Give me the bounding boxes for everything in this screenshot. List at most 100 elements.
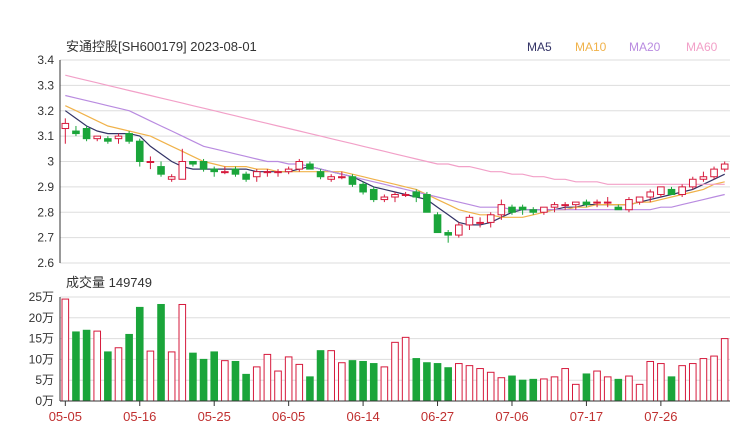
candle-body (571, 201, 580, 206)
candle-body (401, 193, 410, 196)
volume-tick-label: 20万 (29, 311, 54, 325)
volume-bar (114, 347, 123, 402)
candle-body (306, 163, 314, 170)
volume-bar (688, 363, 697, 402)
price-panel: 3.4 3.3 3.2 3.1 3 2.9 2.8 2.7 2.6 (37, 53, 730, 270)
candle-body (561, 204, 569, 207)
candle-body (82, 128, 91, 140)
candle-body (433, 214, 442, 234)
volume-bar (263, 353, 272, 402)
volume-tick-label: 0万 (35, 394, 54, 408)
candle-body (338, 176, 346, 179)
volume-bar (61, 298, 70, 402)
volume-bar (306, 376, 314, 402)
candle-body (529, 209, 538, 213)
candle-body (114, 135, 123, 140)
candle-body (710, 168, 718, 178)
candle-body (189, 161, 197, 165)
candle-body (593, 201, 601, 204)
x-tick-label: 05-25 (198, 409, 231, 424)
volume-panel: 25万 20万 15万 10万 5万 0万 (29, 290, 730, 408)
volume-bar (667, 376, 676, 402)
volume-bar (178, 303, 187, 402)
volume-bar (614, 378, 623, 402)
volume-bar (93, 330, 102, 402)
candle-body (667, 188, 676, 195)
volume-bar (327, 350, 335, 402)
candle-body (699, 176, 708, 180)
x-tick-label: 06-14 (346, 409, 379, 424)
volume-bar (455, 363, 463, 402)
candle-body (486, 214, 495, 223)
price-tick-label: 2.6 (37, 256, 54, 270)
candle-body (646, 191, 655, 198)
volume-bar (295, 363, 304, 402)
volume-tick-label: 5万 (35, 373, 54, 387)
volume-bar (540, 378, 548, 402)
price-tick-label: 3.1 (37, 129, 54, 143)
candle-body (93, 135, 102, 140)
candle-body (252, 171, 261, 178)
candle-body (678, 186, 686, 195)
volume-bar (433, 363, 442, 402)
series-line-ma10 (65, 105, 725, 218)
x-tick-label: 07-17 (570, 409, 603, 424)
candle-body (135, 140, 144, 162)
volume-bar (412, 358, 421, 402)
candle-body (582, 201, 591, 206)
candle-body (274, 171, 282, 174)
volume-tick-label: 25万 (29, 290, 54, 304)
candle-body (391, 193, 399, 198)
candle-body (550, 204, 559, 208)
x-axis: 05-05 05-16 05-25 06-05 06-14 06-27 07-06 07-17… (49, 400, 730, 424)
candle-body (72, 130, 80, 135)
price-tick-label: 3.2 (37, 104, 54, 118)
volume-bar (635, 383, 644, 402)
volume-bar (497, 377, 506, 402)
volume-bar (284, 356, 293, 402)
candle-body (316, 171, 325, 178)
volume-bar (316, 350, 325, 402)
price-tick-label: 2.9 (37, 180, 54, 194)
volume-bar (210, 351, 219, 402)
volume-bar (423, 362, 431, 402)
volume-bar (157, 303, 165, 402)
volume-bar (582, 373, 591, 402)
candle-body (167, 176, 176, 180)
candle-body (423, 193, 431, 213)
candle-body (348, 176, 357, 185)
candle-body (178, 161, 187, 180)
x-tick-label: 07-06 (495, 409, 528, 424)
legend-item-ma20: MA20 (629, 40, 661, 54)
price-tick-label: 2.8 (37, 205, 54, 219)
volume-bar (593, 370, 601, 402)
volume-bar (104, 351, 112, 402)
candle-body (657, 186, 665, 195)
volume-bar (125, 333, 133, 402)
x-tick-label: 06-05 (272, 409, 305, 424)
candle-body (199, 161, 208, 170)
chart-title: 安通控股[SH600179] 2023-08-01 (66, 39, 257, 54)
volume-bar (625, 375, 633, 402)
candle-body (146, 161, 155, 163)
price-tick-label: 2.7 (37, 231, 54, 245)
ma-legend: MA5 MA10 MA20 MA60 (527, 40, 718, 54)
legend-item-ma60: MA60 (686, 40, 718, 54)
volume-bar (561, 368, 569, 402)
candle-body (242, 173, 250, 180)
candle-body (157, 166, 165, 175)
price-tick-label: 3.3 (37, 78, 54, 92)
candle-body (625, 199, 633, 211)
candle-body (380, 196, 389, 201)
x-tick-label: 05-16 (123, 409, 156, 424)
series-line-ma60 (65, 74, 725, 185)
volume-bar (699, 358, 708, 402)
candle-body (284, 168, 293, 173)
legend-item-ma10: MA10 (575, 40, 607, 54)
volume-bar (603, 376, 612, 402)
candle-body (518, 206, 527, 211)
candle-body (603, 201, 612, 204)
volume-bar (508, 375, 516, 402)
legend-item-ma5: MA5 (527, 40, 552, 54)
